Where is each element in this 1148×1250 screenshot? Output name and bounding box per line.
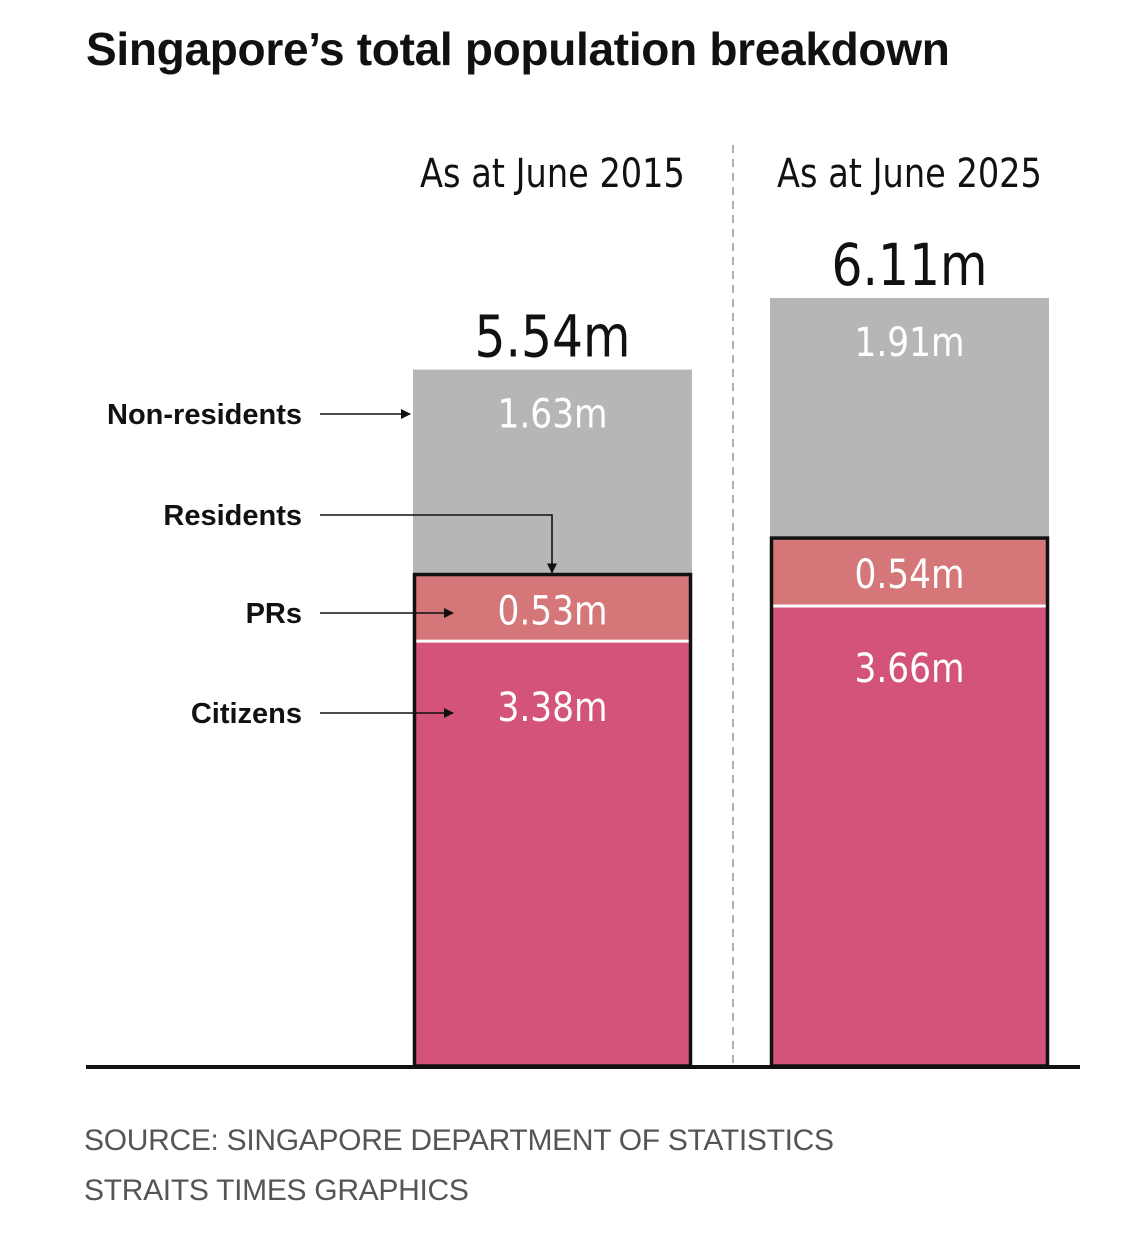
chart-title: Singapore’s total population breakdown — [86, 23, 950, 75]
category-label: As at June 2025 — [777, 150, 1042, 197]
bar-segment-prs — [770, 538, 1049, 606]
value-label-non-residents: 1.63m — [497, 390, 607, 437]
category-label: As at June 2015 — [420, 150, 685, 197]
value-label-citizens: 3.66m — [854, 644, 964, 691]
annotation-citizens-label: Citizens — [191, 698, 302, 730]
value-label-prs: 0.54m — [854, 551, 964, 598]
annotation-non-residents-label: Non-residents — [107, 399, 302, 431]
value-label-non-residents: 1.91m — [854, 318, 964, 365]
total-label: 5.54m — [475, 302, 631, 370]
annotation-residents-arrow — [320, 514, 557, 574]
total-label: 6.11m — [832, 231, 988, 299]
bar-segment-citizens — [413, 641, 692, 1066]
annotation-prs-label: PRs — [246, 598, 302, 630]
credit-note: STRAITS TIMES GRAPHICS — [84, 1174, 469, 1207]
value-label-citizens: 3.38m — [497, 684, 607, 731]
annotation-residents-label: Residents — [163, 500, 302, 532]
source-note: SOURCE: SINGAPORE DEPARTMENT OF STATISTI… — [84, 1124, 834, 1157]
bar-segment-prs — [413, 574, 692, 642]
value-label-prs: 0.53m — [497, 587, 607, 634]
bar-segment-citizens — [770, 605, 1049, 1066]
bar-segment-non-residents — [770, 297, 1049, 539]
